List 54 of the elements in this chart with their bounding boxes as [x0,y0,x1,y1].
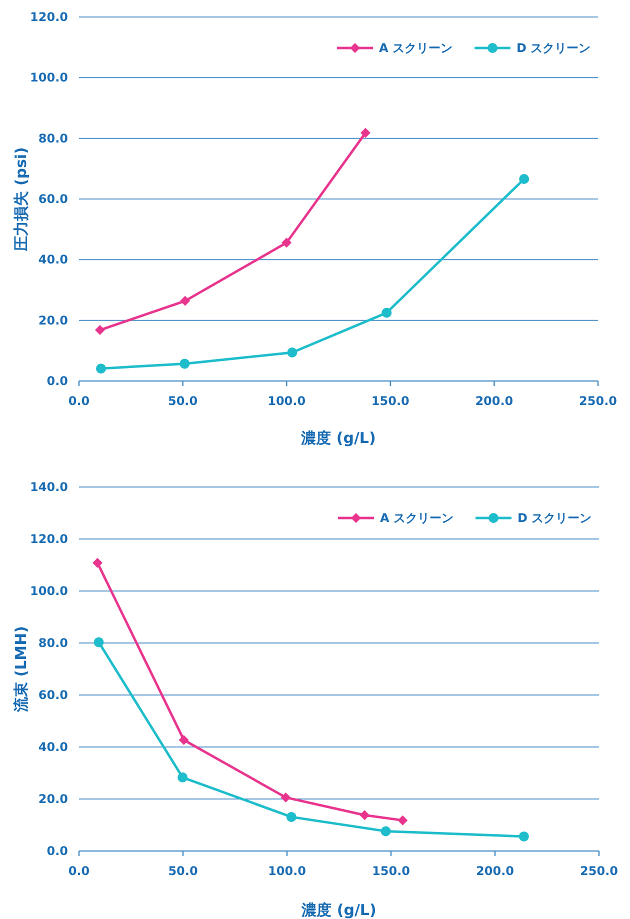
point [96,364,106,374]
y-axis-title: 流束 (LMH) [12,626,30,713]
x-tick-label: 200.0 [476,864,514,878]
y-tick-label: 20.0 [38,313,68,328]
x-tick-label: 150.0 [372,864,410,878]
y-tick-label: 140.0 [30,480,68,494]
point [180,358,190,369]
y-tick-label: 80.0 [38,636,68,650]
point [94,637,104,648]
point [286,812,296,822]
legend-label: D スクリーン [516,41,591,55]
y-tick-label: 0.0 [46,844,68,858]
point [360,810,370,820]
x-tick-label: 150.0 [371,394,410,408]
point [518,831,529,842]
legend-label: A スクリーン [379,41,452,55]
y-tick-label: 120.0 [30,532,68,546]
point [287,347,298,358]
point [280,792,291,802]
x-tick-label: 0.0 [68,394,90,408]
y-tick-label: 80.0 [38,131,68,146]
point [360,128,370,138]
y-tick-label: 100.0 [30,584,68,598]
legend-label: D スクリーン [518,511,592,525]
point [382,308,392,318]
y-tick-label: 120.0 [30,10,68,24]
y-tick-label: 60.0 [38,688,68,702]
y-tick-label: 40.0 [38,740,68,754]
y-tick-label: 40.0 [38,252,68,267]
x-tick-label: 0.0 [68,864,90,878]
point [282,238,292,248]
x-axis-title: 濃度 (g/L) [300,429,376,447]
x-axis-title: 濃度 (g/L) [300,901,376,919]
point [94,325,105,336]
y-axis-title: 圧力損失 (psi) [12,147,30,252]
x-tick-label: 100.0 [268,864,306,878]
x-tick-label: 250.0 [580,864,618,878]
point [519,174,530,184]
point [178,734,189,745]
y-tick-label: 60.0 [38,192,68,206]
y-tick-label: 0.0 [46,374,68,388]
x-tick-label: 100.0 [268,394,306,408]
x-tick-label: 250.0 [579,394,617,408]
point [180,296,190,306]
y-tick-label: 20.0 [38,792,68,806]
point [380,826,391,836]
point [398,815,408,826]
point [92,558,103,568]
x-tick-label: 200.0 [475,394,514,408]
x-tick-label: 50.0 [168,864,198,878]
x-tick-label: 50.0 [168,394,198,408]
y-tick-label: 100.0 [30,70,68,85]
point [178,772,188,782]
legend-label: A スクリーン [380,511,454,525]
